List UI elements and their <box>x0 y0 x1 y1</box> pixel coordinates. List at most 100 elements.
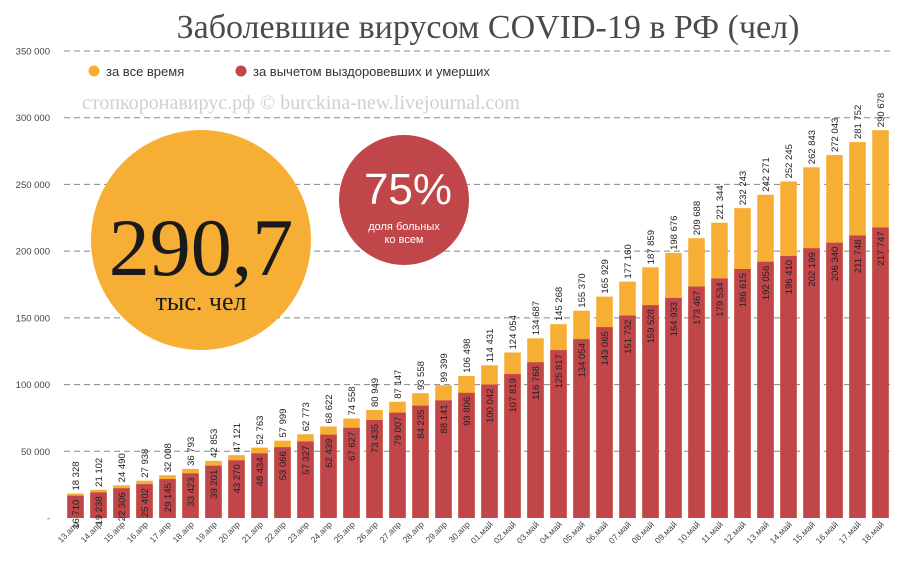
bar-active <box>274 447 291 518</box>
x-tick-label: 12.май <box>722 519 748 545</box>
x-tick-label: 18.апр <box>171 519 197 545</box>
bar-active <box>642 305 659 518</box>
bar-label-total: 52 763 <box>255 416 266 445</box>
legend-marker-active <box>235 65 247 77</box>
bar-active <box>458 392 475 518</box>
x-tick-label: 15.апр <box>102 519 128 545</box>
y-tick-label: 300 000 <box>16 113 50 124</box>
y-tick-label: 200 000 <box>16 247 50 258</box>
bar-label-active: 84 235 <box>416 410 427 439</box>
x-tick-label: 28.апр <box>401 519 427 545</box>
bar-active <box>665 297 682 518</box>
bar-label-active: 100 042 <box>485 389 496 423</box>
x-tick-label: 30.апр <box>447 519 473 545</box>
bar-label-active: 39 201 <box>209 470 220 499</box>
bar-label-active: 107 819 <box>508 378 519 412</box>
x-tick-label: 24.апр <box>309 519 335 545</box>
bar-label-active: 33 423 <box>186 477 197 506</box>
bar-label-total: 177 160 <box>623 244 634 278</box>
bar-label-total: 155 370 <box>577 273 588 307</box>
x-tick-label: 25.апр <box>332 519 358 545</box>
bar-active <box>389 412 406 518</box>
bar-active <box>343 427 360 518</box>
bar-label-total: 27 938 <box>140 449 151 478</box>
bar-label-active: 57 327 <box>301 446 312 475</box>
x-tick-label: 21.апр <box>240 519 266 545</box>
bar-label-active: 67 627 <box>347 432 358 461</box>
bar-label-total: 18 328 <box>71 461 82 490</box>
share-badge: 75% доля больных ко всем <box>339 135 469 265</box>
total-badge-circle <box>91 130 311 350</box>
bar-active <box>826 242 843 519</box>
bar-label-active: 125 817 <box>554 354 565 388</box>
bar-label-total: 187 859 <box>646 230 657 264</box>
x-tick-label: 15.май <box>791 519 817 545</box>
x-tick-label: 17.май <box>837 519 863 545</box>
bar-label-active: 206 340 <box>830 247 841 281</box>
bar-label-total: 165 929 <box>600 259 611 293</box>
bar-active <box>159 479 176 518</box>
bar-active <box>113 488 130 518</box>
y-tick-label: 50 000 <box>21 447 50 458</box>
bar-label-active: 88 141 <box>439 404 450 433</box>
bar-label-active: 16 710 <box>71 500 82 529</box>
bar-label-active: 73 435 <box>370 424 381 453</box>
bar-active <box>182 473 199 518</box>
bar-active <box>688 286 705 518</box>
bar-label-active: 19 238 <box>94 496 105 525</box>
bar-active <box>251 453 268 518</box>
bar-active <box>366 420 383 518</box>
bar-active <box>803 248 820 519</box>
bar-label-active: 186 615 <box>738 273 749 307</box>
x-tick-label: 26.апр <box>355 519 381 545</box>
watermark-text: стопкоронавирус.рф © burckina-new.livejo… <box>82 92 520 114</box>
bar-label-active: 134 054 <box>577 343 588 377</box>
bar-label-active: 79 007 <box>393 417 404 446</box>
bar-label-active: 173 467 <box>692 291 703 325</box>
x-tick-label: 29.апр <box>424 519 450 545</box>
bar-label-total: 252 245 <box>784 144 795 178</box>
x-tick-label: 14.май <box>768 519 794 545</box>
share-badge-caption-line2: ко всем <box>384 234 423 246</box>
bar-active <box>734 269 751 518</box>
bar-label-total: 36 793 <box>186 437 197 466</box>
bar-active <box>504 374 521 518</box>
x-tick-label: 03.май <box>515 519 541 545</box>
bar-active <box>297 441 314 518</box>
bar-active <box>849 235 866 519</box>
x-tick-label: 17.апр <box>148 519 174 545</box>
x-tick-label: 16.апр <box>125 519 151 545</box>
bar-active <box>711 278 728 518</box>
legend-label-active: за вычетом выздоровевших и умерших <box>253 64 490 79</box>
bar-label-total: 74 558 <box>347 386 358 415</box>
bar-label-total: 32 008 <box>163 443 174 472</box>
x-tick-label: 16.май <box>814 519 840 545</box>
share-badge-caption-line1: доля больных <box>368 221 440 233</box>
y-tick-label: 350 000 <box>16 47 50 58</box>
bar-label-total: 80 949 <box>370 378 381 407</box>
y-tick-label: 150 000 <box>16 313 50 324</box>
x-tick-label: 14.апр <box>79 519 105 545</box>
bar-active <box>67 495 84 518</box>
bar-active <box>619 315 636 518</box>
bar-active <box>228 460 245 518</box>
bar-label-total: 68 622 <box>324 394 335 423</box>
x-tick-label: 13.май <box>745 519 771 545</box>
x-tick-label: 19.апр <box>194 519 220 545</box>
bar-label-active: 217 747 <box>876 231 887 265</box>
x-tick-label: 13.апр <box>56 519 82 545</box>
bar-label-active: 62 439 <box>324 439 335 468</box>
x-tick-label: 10.май <box>676 519 702 545</box>
bar-active <box>136 484 153 518</box>
bar-label-active: 202 199 <box>807 252 818 286</box>
bar-label-active: 48 434 <box>255 457 266 486</box>
bar-active <box>872 227 889 518</box>
bar-active <box>481 384 498 518</box>
bar-label-active: 143 065 <box>600 331 611 365</box>
bar-label-total: 262 843 <box>807 130 818 164</box>
chart-title: Заболевшие вирусом COVID-19 в РФ (чел) <box>177 9 800 46</box>
bar-label-total: 114 431 <box>485 329 496 363</box>
x-tick-label: 08.май <box>630 519 656 545</box>
